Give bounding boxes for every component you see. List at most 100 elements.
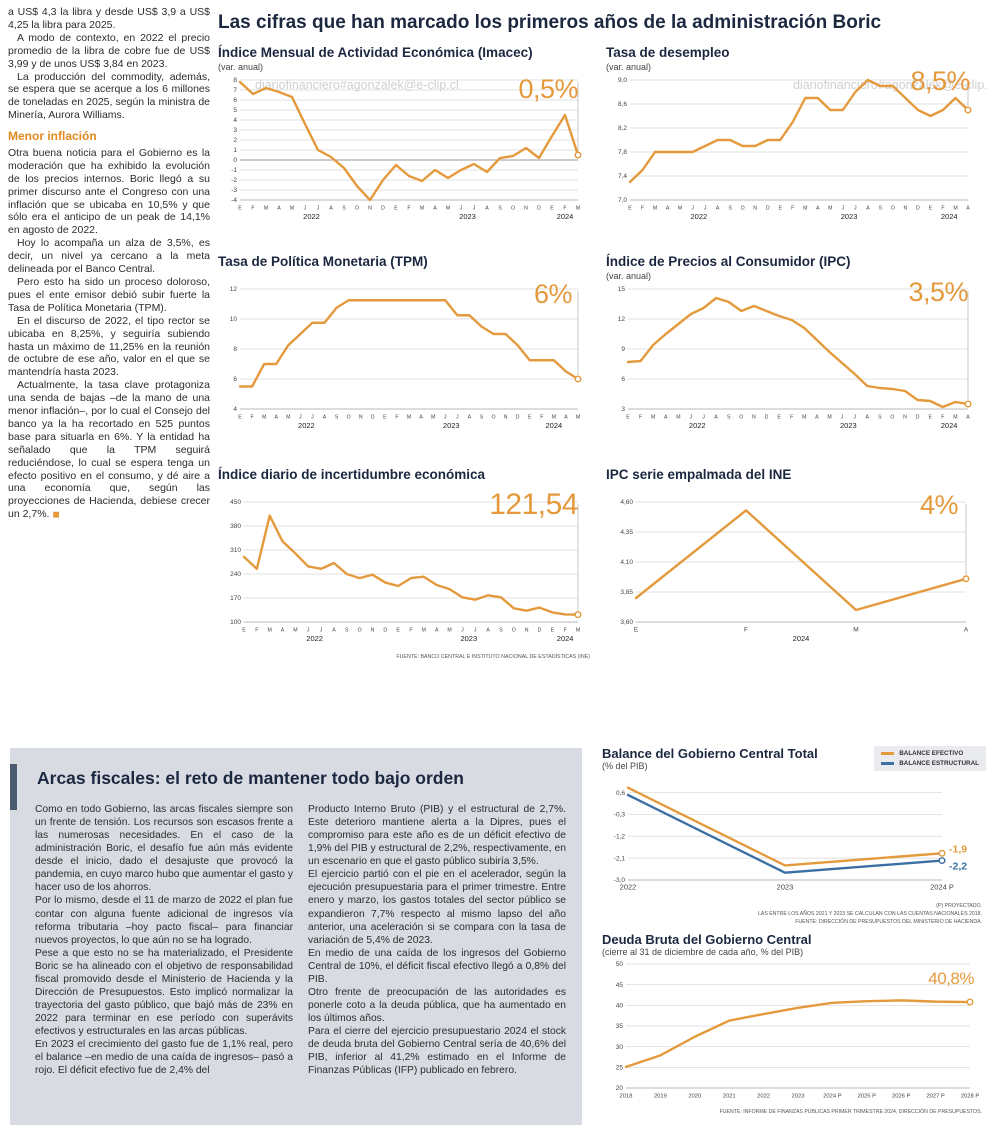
chart-subtitle: (var. anual) xyxy=(606,61,652,72)
tpm-plot: 12 10 8 6 4 E F M A M J J A S O N D E F M A M J J A S O N D E F M A M 2022… xyxy=(218,283,594,440)
svg-text:E: E xyxy=(528,414,532,420)
svg-text:A: A xyxy=(815,414,819,420)
svg-text:6: 6 xyxy=(621,376,625,383)
svg-text:O: O xyxy=(741,205,745,211)
svg-text:F: F xyxy=(395,414,398,420)
svg-text:M: M xyxy=(447,627,451,633)
svg-text:A: A xyxy=(866,205,870,211)
svg-text:2022: 2022 xyxy=(298,421,315,430)
svg-text:J: J xyxy=(842,205,845,211)
svg-text:M: M xyxy=(290,205,294,211)
svg-text:M: M xyxy=(264,205,268,211)
title-accent-bar xyxy=(10,764,17,810)
svg-text:2022: 2022 xyxy=(691,212,708,221)
svg-text:A: A xyxy=(435,627,439,633)
svg-text:A: A xyxy=(332,627,336,633)
article-paragraph: a US$ 4,3 la libra y desde US$ 3,9 a US$… xyxy=(8,6,210,31)
svg-text:N: N xyxy=(904,205,908,211)
svg-text:M: M xyxy=(653,205,657,211)
svg-text:J: J xyxy=(702,414,705,420)
svg-text:2024: 2024 xyxy=(941,212,958,221)
svg-text:M: M xyxy=(853,626,858,633)
svg-text:J: J xyxy=(311,414,314,420)
svg-text:D: D xyxy=(766,205,770,211)
svg-text:M: M xyxy=(576,627,580,633)
fiscal-paragraph: En medio de una caída de los ingresos de… xyxy=(308,947,566,985)
fiscal-paragraph: Para el cierre del ejercicio presupuesta… xyxy=(308,1026,566,1077)
svg-text:9: 9 xyxy=(621,346,625,353)
chart-subtitle: (% del PIB) xyxy=(602,761,648,771)
svg-text:J: J xyxy=(854,205,857,211)
svg-text:2027 P: 2027 P xyxy=(926,1094,945,1100)
svg-text:20: 20 xyxy=(616,1086,624,1093)
svg-text:N: N xyxy=(368,205,372,211)
desempleo-plot: 9,0 8,6 8,2 7,8 7,4 7,0 E F M A M J J A S O N D E F M A M J J A S O… xyxy=(606,74,982,231)
svg-text:4,60: 4,60 xyxy=(620,499,633,506)
note-line: LAS ENTRE LOS AÑOS 2021 Y 2023 SE CALCUL… xyxy=(757,910,982,917)
svg-text:M: M xyxy=(407,414,411,420)
balance-legend: BALANCE EFECTIVO BALANCE ESTRUCTURAL xyxy=(874,746,986,771)
article-paragraph: La producción del commodity, además, se … xyxy=(8,70,210,122)
svg-text:M: M xyxy=(446,205,450,211)
svg-text:D: D xyxy=(765,414,769,420)
svg-text:E: E xyxy=(929,205,933,211)
legend-item-efectivo: BALANCE EFECTIVO xyxy=(881,750,979,757)
svg-text:12: 12 xyxy=(230,286,238,293)
svg-text:8: 8 xyxy=(233,346,237,353)
svg-text:450: 450 xyxy=(230,499,241,506)
svg-text:-2,1: -2,1 xyxy=(614,855,626,862)
svg-text:A: A xyxy=(714,414,718,420)
svg-text:M: M xyxy=(651,414,655,420)
svg-text:8: 8 xyxy=(233,77,237,84)
article-paragraph: Pero esto ha sido un proceso doloroso, p… xyxy=(8,275,210,314)
svg-text:2023: 2023 xyxy=(840,421,857,430)
svg-text:2023: 2023 xyxy=(460,634,477,643)
fiscal-paragraph: Por lo mismo, desde el 11 de marzo de 20… xyxy=(35,895,293,946)
svg-text:2024: 2024 xyxy=(557,212,574,221)
svg-text:3,60: 3,60 xyxy=(620,619,633,626)
svg-text:M: M xyxy=(678,205,682,211)
svg-text:O: O xyxy=(512,627,516,633)
svg-text:A: A xyxy=(329,205,333,211)
section-heading: Menor inflación xyxy=(8,129,97,144)
ipc-latest-value: 3,5% xyxy=(908,277,968,307)
chart-title: IPC serie empalmada del INE xyxy=(606,467,792,482)
svg-text:M: M xyxy=(676,414,680,420)
balance-notes: (P) PROYECTADO. LAS ENTRE LOS AÑOS 2021 … xyxy=(602,903,986,926)
estructural-line-chip xyxy=(881,762,895,765)
svg-text:A: A xyxy=(816,205,820,211)
fiscal-paragraph: Como en todo Gobierno, las arcas fiscale… xyxy=(35,804,293,894)
chart-title: Índice de Precios al Consumidor (IPC) xyxy=(606,254,851,269)
fiscal-paragraph: El ejercicio partió con el pie en el ace… xyxy=(308,869,566,946)
svg-text:2026 P: 2026 P xyxy=(892,1094,911,1100)
svg-text:J: J xyxy=(853,414,856,420)
svg-text:2024: 2024 xyxy=(793,634,810,643)
svg-text:E: E xyxy=(777,414,781,420)
svg-text:-3: -3 xyxy=(231,187,237,194)
svg-text:J: J xyxy=(841,414,844,420)
svg-text:2023: 2023 xyxy=(792,1094,805,1100)
svg-text:J: J xyxy=(307,627,310,633)
svg-text:3,85: 3,85 xyxy=(620,589,633,596)
imacec-plot: 8 7 6 5 4 3 2 1 0 -1 -2 -3 -4 E F M A M J J A S O N D E F M A M J J A S O N… xyxy=(218,74,594,231)
chart-title: Balance del Gobierno Central Total xyxy=(602,746,818,761)
svg-text:A: A xyxy=(323,414,327,420)
svg-text:J: J xyxy=(473,205,476,211)
svg-text:M: M xyxy=(827,414,831,420)
svg-text:4: 4 xyxy=(233,406,237,413)
tpm-latest-value: 6% xyxy=(533,279,573,309)
svg-text:2024: 2024 xyxy=(941,421,958,430)
svg-text:6: 6 xyxy=(233,97,237,104)
svg-text:M: M xyxy=(828,205,832,211)
svg-text:M: M xyxy=(286,414,290,420)
svg-text:S: S xyxy=(342,205,346,211)
incertidumbre-latest-value: 121,54 xyxy=(489,488,578,521)
chart-title: Índice Mensual de Actividad Económica (I… xyxy=(218,45,533,60)
article-paragraph: A modo de contexto, en 2022 el precio pr… xyxy=(8,31,210,70)
svg-text:N: N xyxy=(903,414,907,420)
svg-text:O: O xyxy=(891,205,895,211)
ipc-chart: Índice de Precios al Consumidor (IPC) (v… xyxy=(606,254,982,440)
svg-text:F: F xyxy=(563,205,566,211)
svg-text:F: F xyxy=(409,627,412,633)
article-paragraph: En el discurso de 2022, el tipo rector s… xyxy=(8,314,210,379)
